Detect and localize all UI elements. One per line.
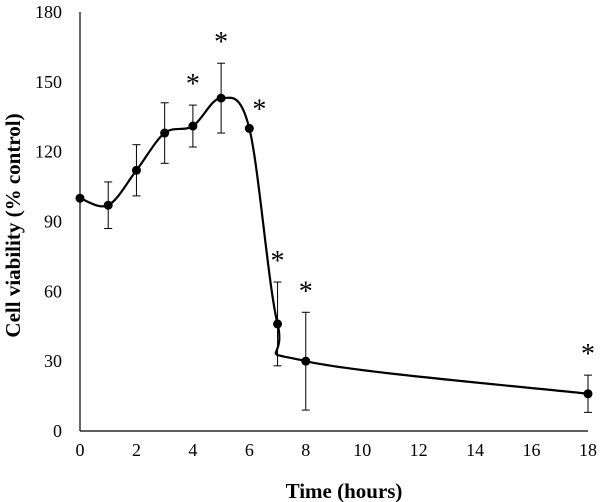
data-point: [273, 319, 283, 329]
y-tick-label: 60: [44, 281, 62, 301]
y-tick-label: 30: [44, 351, 62, 371]
significance-star: *: [214, 27, 228, 58]
significance-star: *: [299, 276, 313, 307]
significance-markers: * * * * * *: [186, 27, 595, 370]
x-tick-label: 8: [301, 440, 310, 460]
y-tick-label: 120: [35, 142, 62, 162]
x-tick-label: 14: [466, 440, 484, 460]
y-axis-title: Cell viability (% control): [1, 113, 25, 337]
data-point: [216, 93, 226, 103]
x-tick-label: 4: [188, 440, 197, 460]
data-point: [131, 165, 141, 175]
x-tick-label: 10: [353, 440, 371, 460]
significance-star: *: [271, 246, 285, 277]
y-tick-label: 0: [53, 421, 62, 441]
significance-star: *: [252, 94, 266, 125]
y-tick-label: 90: [44, 212, 62, 232]
data-point: [75, 193, 85, 203]
series-line: [79, 96, 589, 395]
data-point: [188, 121, 198, 131]
x-tick-label: 12: [410, 440, 428, 460]
significance-star: *: [581, 339, 595, 370]
data-point: [301, 356, 311, 366]
x-axis-title: Time (hours): [286, 479, 403, 502]
x-tick-label: 6: [245, 440, 254, 460]
x-tick-label: 0: [76, 440, 85, 460]
x-tick-label: 16: [523, 440, 541, 460]
y-tick-label: 150: [35, 72, 62, 92]
data-points: [75, 93, 593, 399]
data-point: [160, 128, 170, 138]
data-point: [583, 389, 593, 399]
axes: [79, 12, 588, 432]
x-tick-label: 18: [579, 440, 597, 460]
error-bars: [104, 62, 592, 413]
y-tick-label: 180: [35, 2, 62, 22]
data-point: [244, 123, 254, 133]
x-tick-label: 2: [132, 440, 141, 460]
significance-star: *: [186, 69, 200, 100]
data-point: [103, 200, 113, 210]
